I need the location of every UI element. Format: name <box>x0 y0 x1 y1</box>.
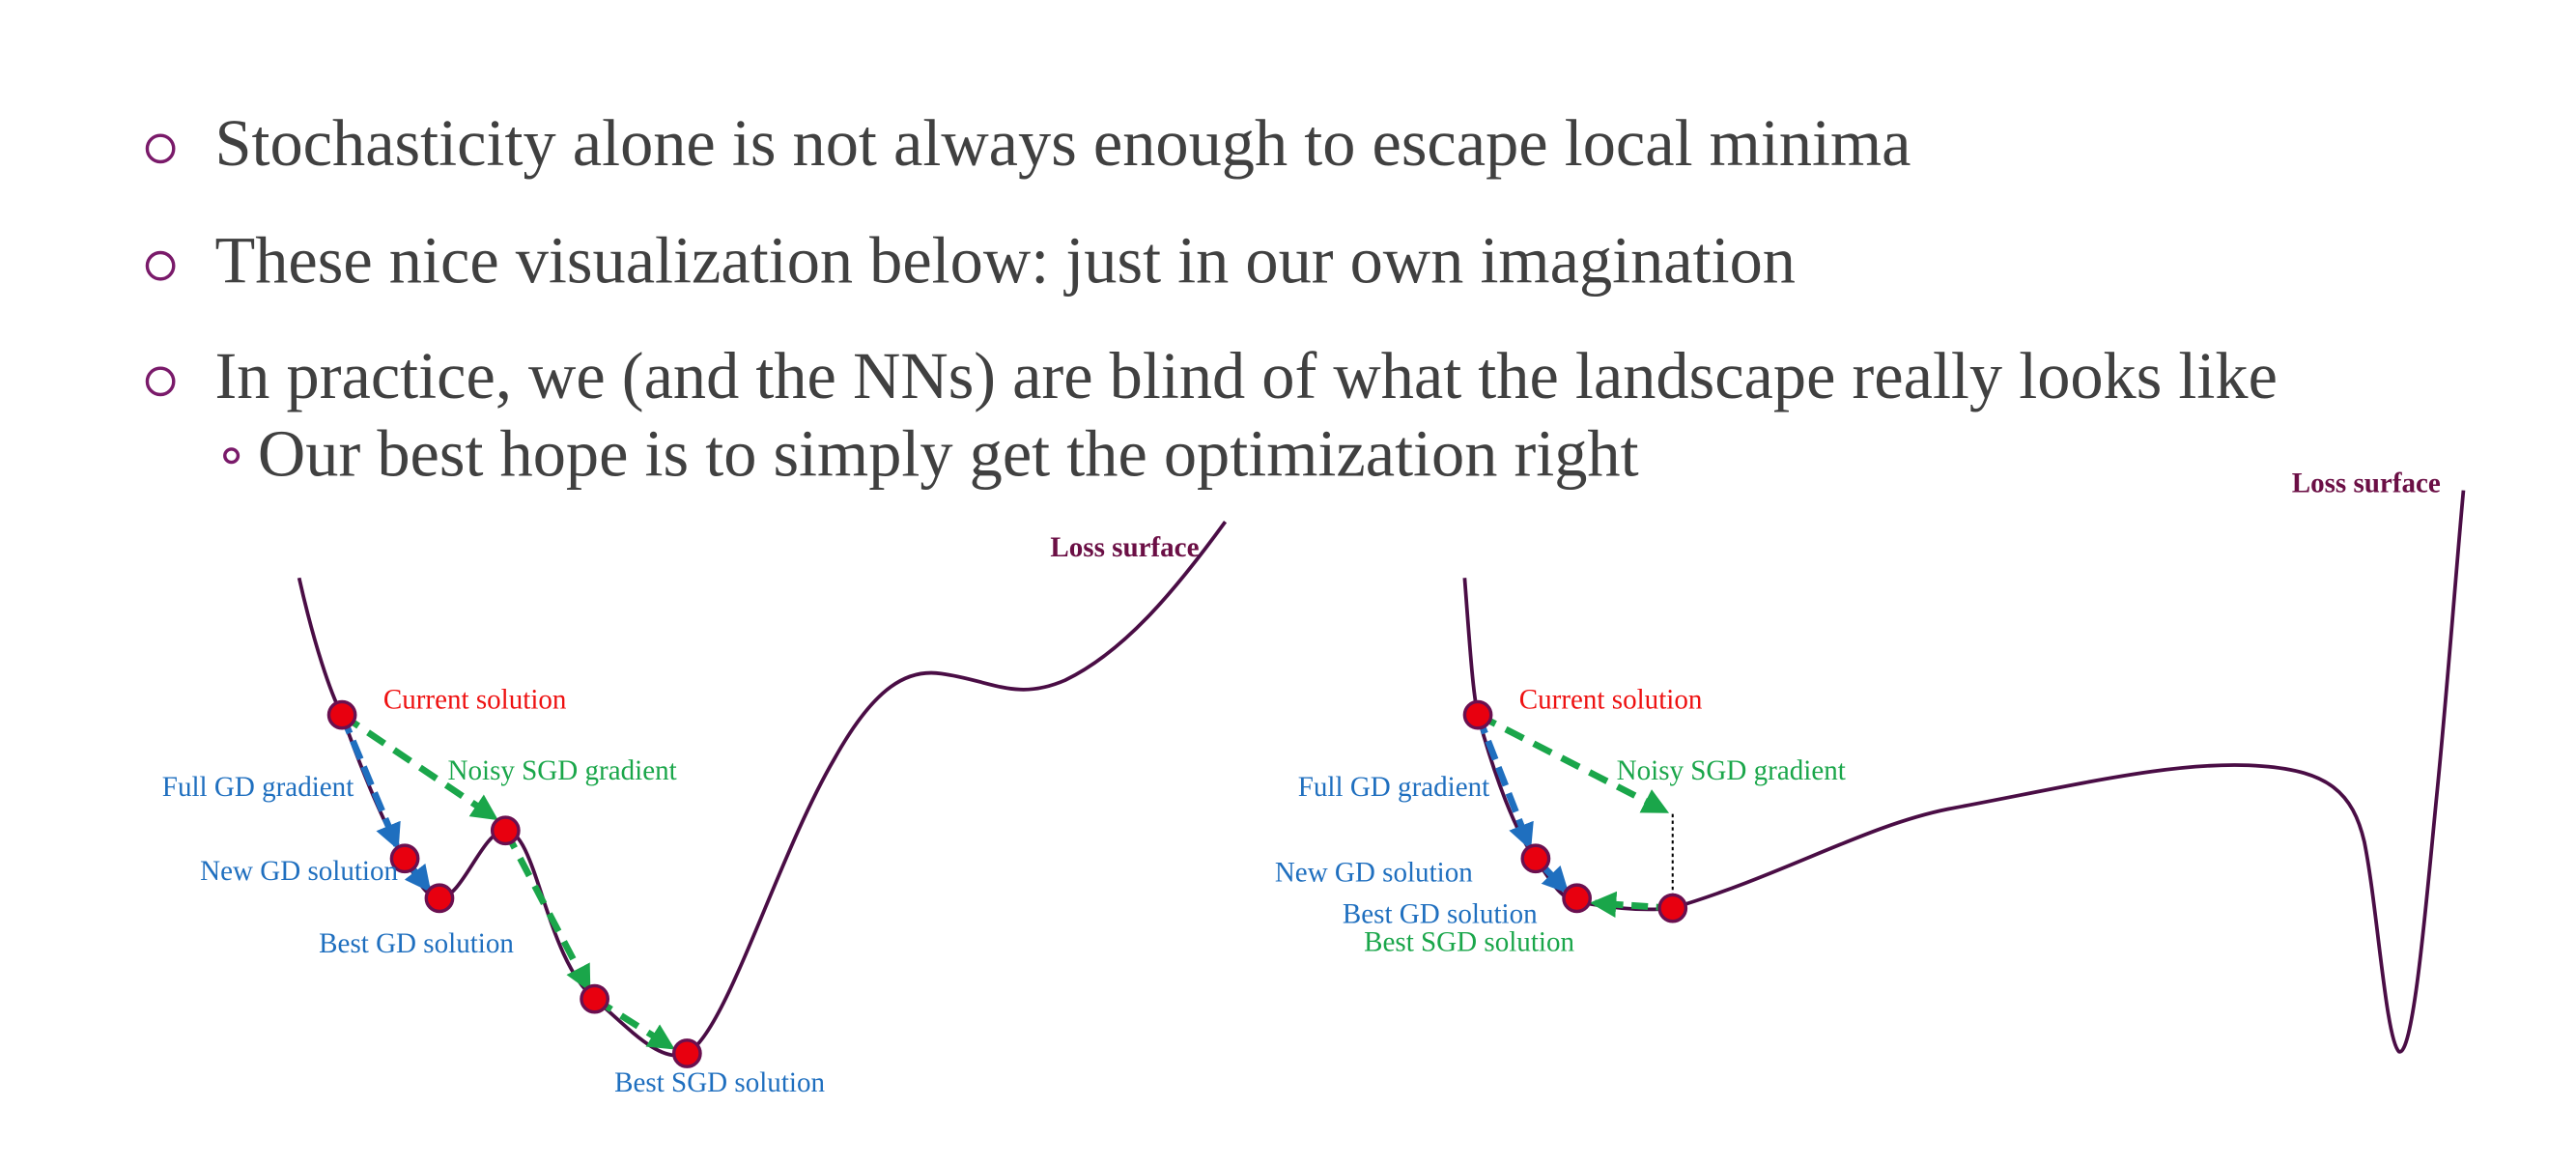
label: Noisy SGD gradient <box>448 755 677 786</box>
point <box>671 1038 702 1068</box>
diagram-right: Loss surface Current solution Noisy SGD … <box>1275 468 2466 1054</box>
sgd-arrow <box>1476 712 1670 814</box>
label: New GD solution <box>200 856 398 887</box>
point <box>424 883 455 914</box>
label: Best SGD solution <box>1364 927 1574 958</box>
point <box>580 983 610 1014</box>
bullet: Stochasticity alone is not always enough… <box>215 106 1911 180</box>
bullet: These nice visualization below: just in … <box>215 223 1797 297</box>
loss-curve <box>1462 490 2466 1054</box>
diagram-left: Loss surface Current solution Noisy SGD … <box>162 521 1228 1098</box>
bullet: In practice, we (and the NNs) are blind … <box>215 339 2278 412</box>
diagram-title: Loss surface <box>1050 532 1199 563</box>
label: Full GD gradient <box>162 772 354 803</box>
diagram-title: Loss surface <box>2292 468 2441 498</box>
bullet-marker <box>145 366 176 397</box>
bullet-list: Stochasticity alone is not always enough… <box>145 106 2278 490</box>
bullet-marker <box>145 133 176 164</box>
point <box>1657 893 1688 923</box>
label: Noisy SGD gradient <box>1617 755 1846 786</box>
sub-bullet: Our best hope is to simply get the optim… <box>258 416 1639 490</box>
bullet-marker <box>145 250 176 281</box>
label: Current solution <box>1519 684 1703 715</box>
point <box>1462 699 1493 730</box>
gd-arrow <box>338 713 401 851</box>
label: Best SGD solution <box>614 1067 825 1098</box>
label: Best GD solution <box>319 928 514 959</box>
gd-arrow <box>1474 713 1534 851</box>
label: New GD solution <box>1275 858 1473 889</box>
label: Best GD solution <box>1343 898 1538 929</box>
point <box>389 843 420 874</box>
point <box>1520 843 1551 874</box>
sub-bullet-marker <box>223 447 241 465</box>
point <box>326 699 357 730</box>
label: Full GD gradient <box>1298 772 1489 803</box>
label: Current solution <box>383 684 567 715</box>
loss-curve <box>297 521 1228 1058</box>
point <box>1562 883 1592 914</box>
sgd-arrow <box>592 996 675 1050</box>
point <box>490 815 521 846</box>
